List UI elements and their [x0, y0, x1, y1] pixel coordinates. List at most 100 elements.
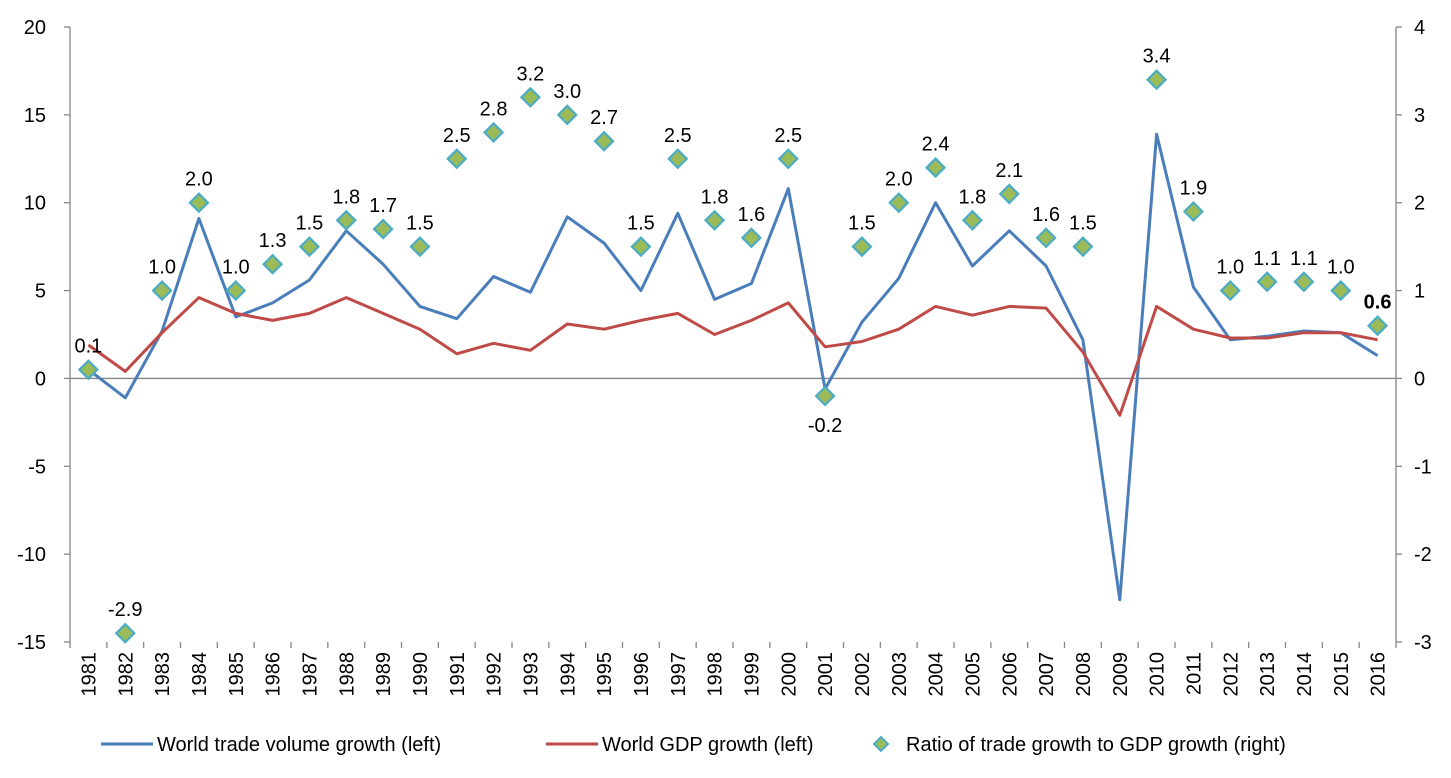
right-tick-label: 2 — [1414, 193, 1425, 215]
x-tick-label: 1985 — [226, 652, 248, 697]
right-tick-label: 1 — [1414, 281, 1425, 303]
ratio-marker — [1219, 280, 1241, 302]
x-tick-label: 2015 — [1331, 652, 1353, 697]
ratio-data-label: 1.9 — [1180, 178, 1208, 200]
x-tick-label: 2013 — [1257, 652, 1279, 697]
left-tick-label: 5 — [35, 281, 46, 303]
ratio-marker — [998, 183, 1020, 205]
ratio-marker — [888, 192, 910, 214]
ratio-data-labels: 0.1 -2.9 1.0 2.0 1.0 1.3 1.5 1.8 1.7 1.5 2.5 2.8 3.2… — [75, 46, 1392, 622]
x-tick-label: 2010 — [1147, 652, 1169, 697]
x-tick-label: 2000 — [778, 652, 800, 697]
x-tick-label: 1989 — [373, 652, 395, 697]
ratio-data-label: 2.7 — [590, 107, 618, 129]
x-tick-label: 1981 — [78, 652, 100, 697]
ratio-marker — [77, 359, 99, 381]
ratio-data-label: 3.0 — [553, 81, 581, 103]
x-tick-label: 2003 — [889, 652, 911, 697]
x-tick-label: 1988 — [336, 652, 358, 697]
x-tick-labels: 1981 1982 1983 1984 1985 1986 1987 1988 1989 1990… — [78, 652, 1389, 697]
ratio-marker — [851, 236, 873, 258]
ratio-marker — [593, 130, 615, 152]
gdp-growth-line — [87, 296, 1378, 417]
ratio-marker — [262, 253, 284, 275]
x-tick-label: 2002 — [852, 652, 874, 697]
left-tick-label: 10 — [24, 193, 46, 215]
legend-label: Ratio of trade growth to GDP growth (rig… — [906, 734, 1286, 756]
ratio-data-label: 1.0 — [1327, 257, 1355, 279]
x-tick-label: 1997 — [668, 652, 690, 697]
ratio-data-label: 1.3 — [259, 230, 287, 252]
ratio-marker — [1256, 271, 1278, 293]
ratio-data-label: 1.1 — [1253, 248, 1281, 270]
x-tick-label: 2016 — [1368, 652, 1390, 697]
ratio-data-label: 1.8 — [332, 186, 360, 208]
ratio-marker — [740, 227, 762, 249]
ratio-marker — [335, 209, 357, 231]
ratio-marker — [814, 385, 836, 407]
ratio-data-label: 1.0 — [148, 257, 176, 279]
x-tick-label: 1999 — [741, 652, 763, 697]
x-tick-label: 1990 — [410, 652, 432, 697]
ratio-data-label: 1.8 — [701, 186, 729, 208]
x-tick-label: 1987 — [299, 652, 321, 697]
ratio-data-label: 1.6 — [1032, 204, 1060, 226]
x-tick-label: 1998 — [705, 652, 727, 697]
ratio-marker — [446, 148, 468, 170]
ratio-marker — [188, 192, 210, 214]
ratio-data-label: 2.1 — [995, 160, 1023, 182]
ratio-marker — [704, 209, 726, 231]
ratio-data-label: -0.2 — [808, 415, 842, 437]
ratio-marker — [519, 86, 541, 108]
ratio-marker — [925, 157, 947, 179]
ratio-marker — [961, 209, 983, 231]
ratio-marker — [556, 104, 578, 126]
legend: World trade volume growth (left) World GD… — [101, 734, 1286, 756]
left-tick-label: -10 — [17, 544, 46, 566]
left-tick-label: 20 — [24, 17, 46, 39]
ratio-data-label: 1.1 — [1290, 248, 1318, 270]
ratio-marker — [372, 218, 394, 240]
ratio-marker — [298, 236, 320, 258]
right-tick-label: -2 — [1414, 544, 1432, 566]
x-tick-label: 1983 — [152, 652, 174, 697]
ratio-marker — [483, 121, 505, 143]
ratio-marker — [777, 148, 799, 170]
left-tick-label: 15 — [24, 105, 46, 127]
ratio-data-label: 1.6 — [738, 204, 766, 226]
legend-swatch-marker — [872, 735, 890, 753]
ratio-data-label: 1.7 — [369, 195, 397, 217]
ratio-marker — [151, 280, 173, 302]
left-tick-label: 0 — [35, 368, 46, 390]
ratio-data-label: 0.6 — [1364, 292, 1392, 314]
ratio-data-label: 1.5 — [296, 213, 324, 235]
ratio-marker — [1367, 315, 1389, 337]
trade-volume-line — [87, 132, 1379, 602]
right-tick-label: 0 — [1414, 368, 1425, 390]
right-tick-label: -3 — [1414, 632, 1432, 654]
ratio-marker — [1182, 200, 1204, 223]
ratio-data-label: 2.4 — [922, 134, 950, 156]
ratio-marker — [1146, 69, 1168, 91]
left-tick-label: -5 — [28, 456, 46, 478]
x-tick-label: 2007 — [1036, 652, 1058, 697]
x-tick-label: 2004 — [926, 652, 948, 697]
ratio-marker — [630, 236, 652, 258]
ratio-data-label: 2.5 — [664, 125, 692, 147]
ratio-data-label: 1.0 — [222, 257, 250, 279]
ratio-marker — [1035, 227, 1057, 249]
ratio-data-label: 1.5 — [1069, 213, 1097, 235]
ratio-data-label: 1.8 — [959, 186, 987, 208]
series-lines — [87, 132, 1379, 602]
left-tick-label: -15 — [17, 632, 46, 654]
ratio-marker — [667, 148, 689, 170]
x-tick-label: 2011 — [1183, 652, 1205, 695]
x-tick-label: 1991 — [447, 652, 469, 697]
right-tick-label: 4 — [1414, 17, 1425, 39]
right-tick-label: 3 — [1414, 105, 1425, 127]
legend-label: World trade volume growth (left) — [157, 734, 441, 756]
x-tick-label: 2014 — [1294, 652, 1316, 697]
ratio-marker — [1072, 236, 1094, 258]
x-tick-label: 2012 — [1220, 652, 1242, 697]
